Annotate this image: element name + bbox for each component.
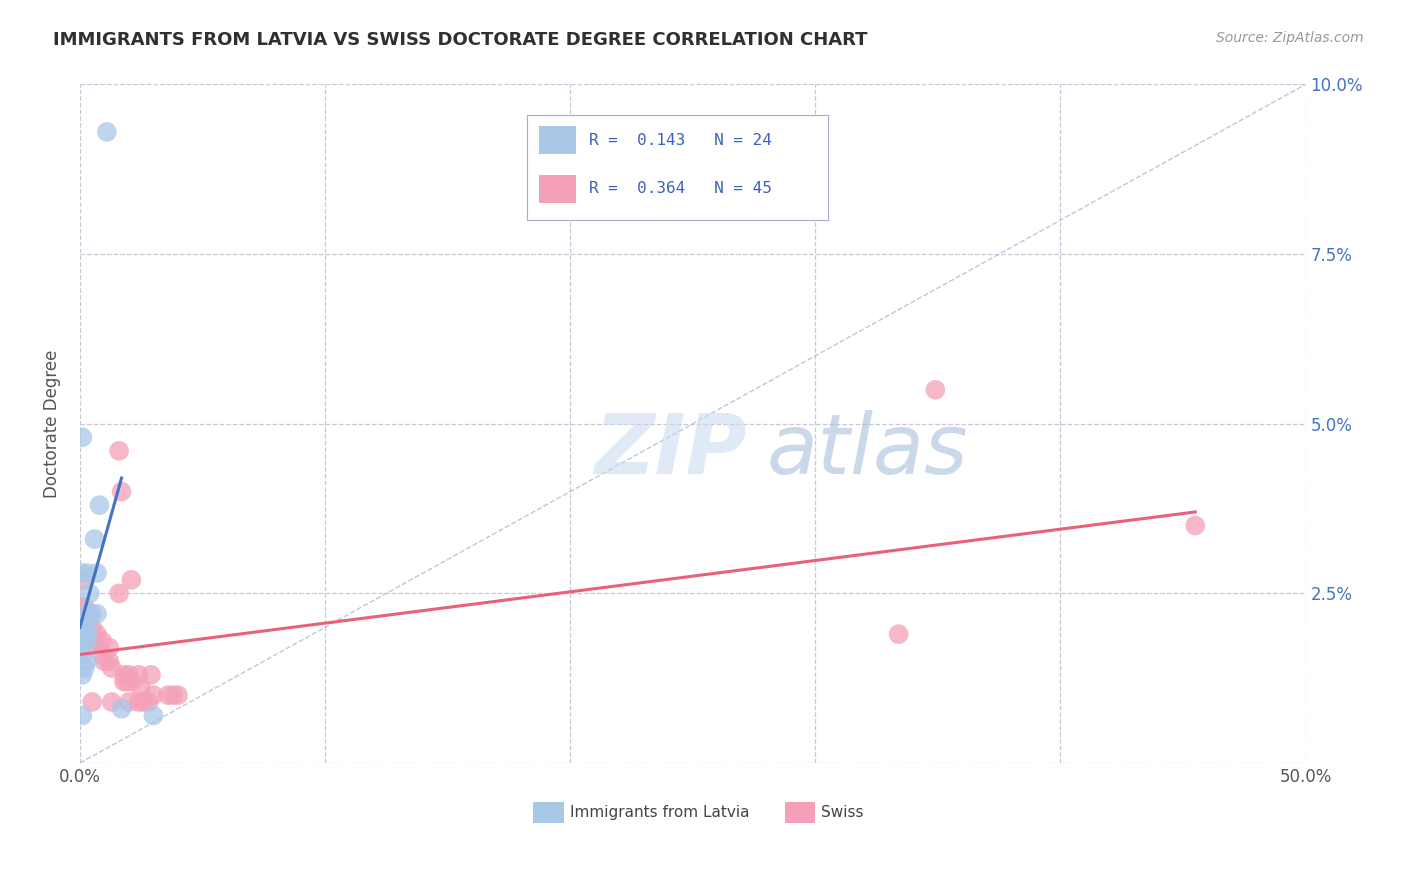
Point: [72, 620, 94, 634]
Point: [1184, 518, 1206, 533]
Point: [72, 627, 94, 641]
Text: R =  0.364   N = 45: R = 0.364 N = 45: [589, 181, 772, 196]
Point: [83, 633, 105, 648]
Point: [120, 573, 142, 587]
Text: IMMIGRANTS FROM LATVIA VS SWISS DOCTORATE DEGREE CORRELATION CHART: IMMIGRANTS FROM LATVIA VS SWISS DOCTORAT…: [53, 31, 868, 49]
Point: [924, 383, 946, 397]
Point: [132, 695, 155, 709]
FancyBboxPatch shape: [527, 115, 828, 220]
Point: [72, 640, 94, 655]
Point: [129, 681, 152, 696]
Point: [72, 668, 94, 682]
Point: [76, 614, 98, 628]
Point: [138, 695, 160, 709]
Point: [108, 586, 131, 600]
Point: [73, 573, 96, 587]
Point: [79, 607, 101, 621]
Point: [86, 607, 108, 621]
Point: [76, 620, 98, 634]
Point: [93, 654, 115, 668]
Point: [72, 599, 94, 614]
Point: [76, 633, 98, 648]
Point: [118, 695, 141, 709]
Point: [72, 620, 94, 634]
Point: [100, 695, 122, 709]
Point: [79, 586, 101, 600]
Point: [167, 688, 190, 702]
Point: [157, 688, 180, 702]
FancyBboxPatch shape: [540, 175, 576, 203]
Point: [89, 498, 111, 512]
Point: [72, 708, 94, 723]
Point: [120, 674, 142, 689]
Point: [72, 648, 94, 662]
Point: [142, 708, 165, 723]
Point: [83, 532, 105, 546]
Point: [100, 661, 122, 675]
Point: [96, 125, 118, 139]
Text: Swiss: Swiss: [821, 805, 863, 820]
Point: [82, 620, 104, 634]
Point: [162, 688, 184, 702]
FancyBboxPatch shape: [540, 126, 576, 154]
Point: [128, 695, 150, 709]
Point: [115, 674, 138, 689]
Point: [110, 702, 132, 716]
Point: [76, 620, 98, 634]
FancyBboxPatch shape: [785, 803, 815, 822]
Point: [76, 566, 98, 580]
Text: atlas: atlas: [766, 410, 967, 491]
Y-axis label: Doctorate Degree: Doctorate Degree: [44, 350, 60, 498]
Point: [73, 607, 96, 621]
Text: ZIP: ZIP: [595, 410, 747, 491]
Point: [76, 627, 98, 641]
Point: [112, 674, 135, 689]
Point: [90, 648, 112, 662]
Point: [76, 654, 98, 668]
Point: [108, 443, 131, 458]
Point: [73, 614, 96, 628]
Point: [118, 668, 141, 682]
Text: Immigrants from Latvia: Immigrants from Latvia: [569, 805, 749, 820]
Point: [128, 668, 150, 682]
Point: [86, 566, 108, 580]
Point: [82, 695, 104, 709]
Point: [98, 640, 121, 655]
Point: [887, 627, 910, 641]
Point: [139, 668, 162, 682]
Point: [79, 607, 101, 621]
Point: [90, 633, 112, 648]
Point: [82, 607, 104, 621]
Point: [98, 654, 121, 668]
Text: R =  0.143   N = 24: R = 0.143 N = 24: [589, 133, 772, 147]
Point: [72, 430, 94, 444]
Point: [86, 627, 108, 641]
Point: [73, 599, 96, 614]
Point: [72, 566, 94, 580]
Point: [110, 484, 132, 499]
Text: Source: ZipAtlas.com: Source: ZipAtlas.com: [1216, 31, 1364, 45]
Point: [142, 688, 165, 702]
Point: [83, 633, 105, 648]
Point: [76, 607, 98, 621]
FancyBboxPatch shape: [533, 803, 564, 822]
Point: [112, 668, 135, 682]
Point: [73, 661, 96, 675]
